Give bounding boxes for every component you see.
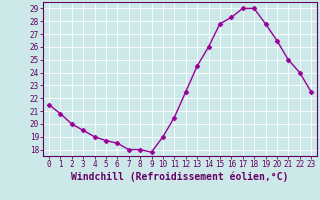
X-axis label: Windchill (Refroidissement éolien,°C): Windchill (Refroidissement éolien,°C) (71, 172, 289, 182)
